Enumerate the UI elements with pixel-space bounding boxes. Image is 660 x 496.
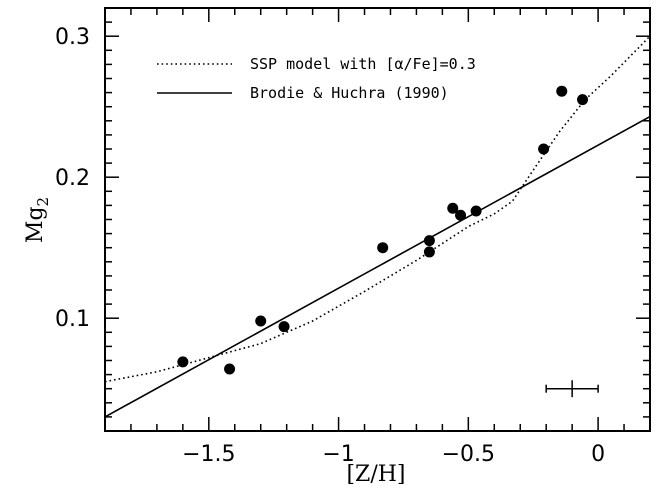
data-point (423, 235, 435, 247)
axis-tick-labels: −1.5 −1 −0.5 0 0.1 0.2 0.3 (55, 25, 605, 467)
legend-label-ssp: SSP model with [α/Fe]=0.3 (250, 55, 476, 73)
brodie-huchra-line (104, 115, 651, 418)
y-tick-label: 0.2 (55, 166, 90, 191)
data-point (447, 202, 459, 214)
data-point (423, 246, 435, 258)
x-tick-label: −0.5 (442, 442, 495, 467)
y-axis-label-subscript: 2 (34, 197, 52, 207)
data-point (377, 242, 389, 254)
x-axis-label: [Z/H] (346, 462, 405, 487)
data-point (177, 356, 189, 368)
series-lines (104, 35, 651, 418)
data-point (556, 85, 568, 97)
x-tick-label: 0 (591, 442, 605, 467)
axis-ticks (104, 8, 651, 431)
error-bar (545, 380, 599, 398)
data-points (177, 85, 589, 375)
legend: SSP model with [α/Fe]=0.3 Brodie & Huchr… (157, 55, 476, 102)
data-point (538, 143, 550, 155)
data-point (278, 321, 290, 333)
data-point (255, 315, 267, 327)
y-tick-label: 0.3 (55, 25, 90, 50)
ssp-model-curve (104, 35, 651, 383)
data-point (470, 205, 482, 217)
x-tick-label: −1 (322, 442, 354, 467)
data-point (224, 363, 236, 375)
y-tick-label: 0.1 (55, 307, 90, 332)
data-point (455, 209, 467, 221)
y-axis-label: Mg2 (23, 197, 52, 243)
legend-label-brodie: Brodie & Huchra (1990) (250, 84, 449, 102)
y-axis-label-main: Mg (23, 206, 48, 243)
x-tick-label: −1.5 (182, 442, 235, 467)
data-point (577, 94, 589, 106)
